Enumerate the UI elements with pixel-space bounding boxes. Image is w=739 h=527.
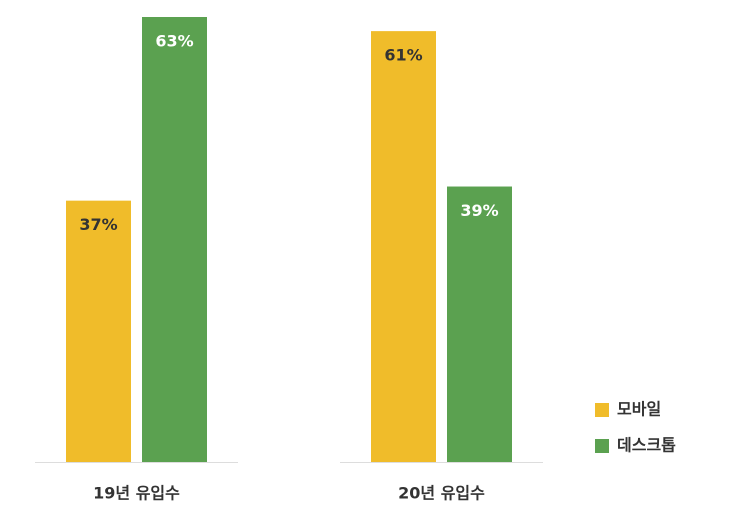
bar (66, 200, 131, 462)
legend-label: 데스크톱 (617, 436, 676, 455)
bar (371, 31, 436, 462)
legend-swatch (595, 403, 609, 417)
value-label: 37% (79, 215, 117, 234)
value-label: 63% (155, 32, 193, 51)
x-tick-label: 19년 유입수 (93, 484, 180, 503)
value-label: 39% (460, 201, 498, 220)
bar (447, 186, 512, 462)
legend-label: 모바일 (617, 400, 661, 419)
bar (142, 17, 207, 462)
value-label: 61% (384, 46, 422, 65)
x-tick-label: 20년 유입수 (398, 484, 485, 503)
legend-swatch (595, 439, 609, 453)
